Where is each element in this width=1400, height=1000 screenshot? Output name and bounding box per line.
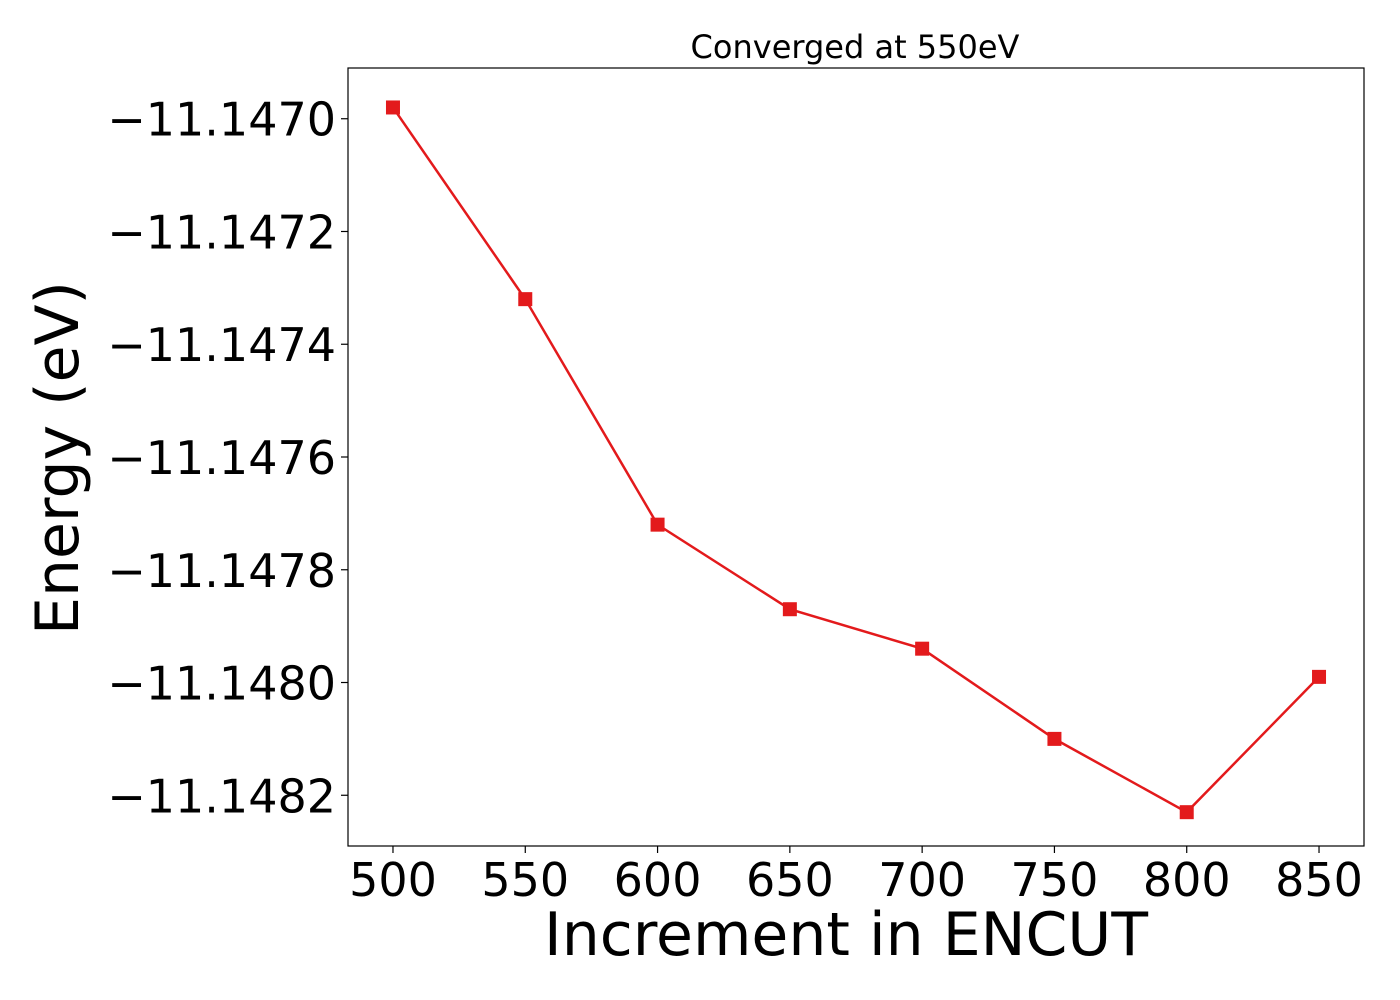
- chart-title: Converged at 550eV: [691, 28, 1020, 66]
- y-tick-label: −11.1476: [107, 431, 336, 485]
- data-point-marker: [385, 100, 400, 115]
- plot-frame: [347, 67, 1365, 847]
- y-tick-label: −11.1474: [107, 318, 336, 372]
- series-group: [385, 100, 1327, 820]
- data-point-marker: [915, 641, 930, 656]
- data-point-marker: [650, 517, 665, 532]
- data-point-marker: [1047, 731, 1062, 746]
- data-point-marker: [782, 602, 797, 617]
- x-tick-label: 850: [1275, 853, 1363, 907]
- y-tick-label: −11.1478: [107, 544, 336, 598]
- series-line: [391, 106, 1320, 814]
- x-tick-label: 500: [349, 853, 437, 907]
- x-tick-label: 600: [614, 853, 702, 907]
- x-tick-label: 800: [1143, 853, 1231, 907]
- x-tick-label: 750: [1011, 853, 1099, 907]
- data-point-marker: [1312, 669, 1327, 684]
- y-axis: −11.1470 −11.1472 −11.1474 −11.1476 −11.1478…: [107, 93, 348, 823]
- y-tick-label: −11.1482: [107, 769, 336, 823]
- y-tick-label: −11.1472: [107, 205, 336, 259]
- y-axis-label: Energy (eV): [23, 281, 93, 635]
- x-tick-label: 700: [878, 853, 966, 907]
- x-tick-label: 550: [481, 853, 569, 907]
- x-tick-label: 650: [746, 853, 834, 907]
- x-axis: 500 550 600 650 700 750 800 850: [349, 846, 1363, 907]
- data-point-marker: [1179, 805, 1194, 820]
- y-tick-label: −11.1480: [107, 657, 336, 711]
- y-tick-label: −11.1470: [107, 93, 336, 147]
- data-point-marker: [518, 292, 533, 307]
- x-axis-label: Increment in ENCUT: [544, 900, 1148, 970]
